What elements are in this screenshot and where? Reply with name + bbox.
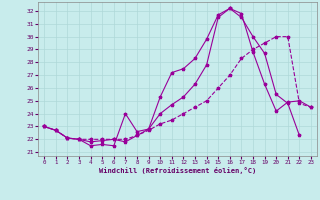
X-axis label: Windchill (Refroidissement éolien,°C): Windchill (Refroidissement éolien,°C): [99, 167, 256, 174]
